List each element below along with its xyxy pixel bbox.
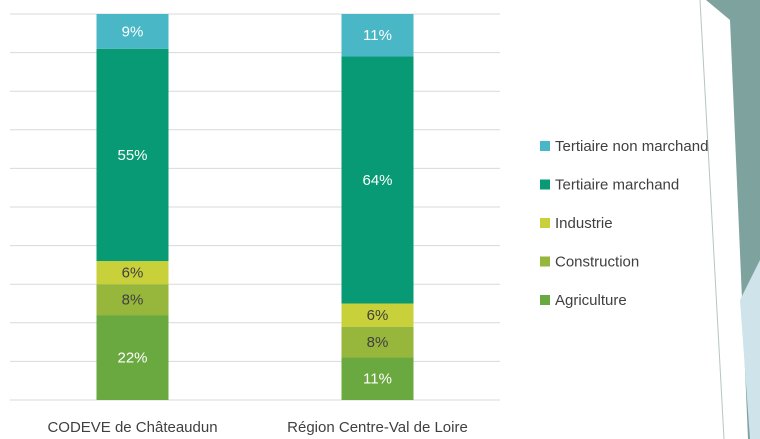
legend-swatch xyxy=(540,256,550,267)
data-label: 11% xyxy=(363,371,392,388)
bar-segment xyxy=(341,326,414,358)
data-label: 8% xyxy=(122,292,144,309)
x-tick-label: Région Centre-Val de Loire xyxy=(287,419,468,436)
bar-segment xyxy=(341,56,414,304)
bar-segment xyxy=(341,14,414,57)
legend-swatch xyxy=(540,179,550,190)
decoration xyxy=(699,0,725,439)
legend-label: Construction xyxy=(555,253,639,270)
legend-swatch xyxy=(540,295,550,305)
legend-swatch xyxy=(540,218,550,228)
data-label: 64% xyxy=(362,172,392,189)
bar-segment xyxy=(341,303,414,327)
bar-segment xyxy=(96,14,169,49)
data-label: 55% xyxy=(117,147,147,164)
data-label: 9% xyxy=(122,23,144,40)
data-label: 8% xyxy=(367,334,389,351)
x-tick-label: CODEVE de Châteaudun xyxy=(47,419,217,436)
bar-segment xyxy=(96,261,169,285)
data-label: 6% xyxy=(122,265,144,282)
bar-segment xyxy=(341,357,414,400)
bar-segment xyxy=(96,284,169,316)
data-label: 22% xyxy=(117,350,147,367)
data-label: 11% xyxy=(363,27,392,44)
decoration xyxy=(740,260,760,439)
legend-label: Tertiaire marchand xyxy=(555,176,679,193)
bar-segment xyxy=(96,315,169,400)
legend-label: Tertiaire non marchand xyxy=(555,138,708,155)
legend-label: Agriculture xyxy=(555,292,627,309)
bar-segment xyxy=(96,48,169,262)
data-label: 6% xyxy=(367,307,389,324)
legend-swatch xyxy=(540,141,550,151)
legend-label: Industrie xyxy=(555,215,613,232)
